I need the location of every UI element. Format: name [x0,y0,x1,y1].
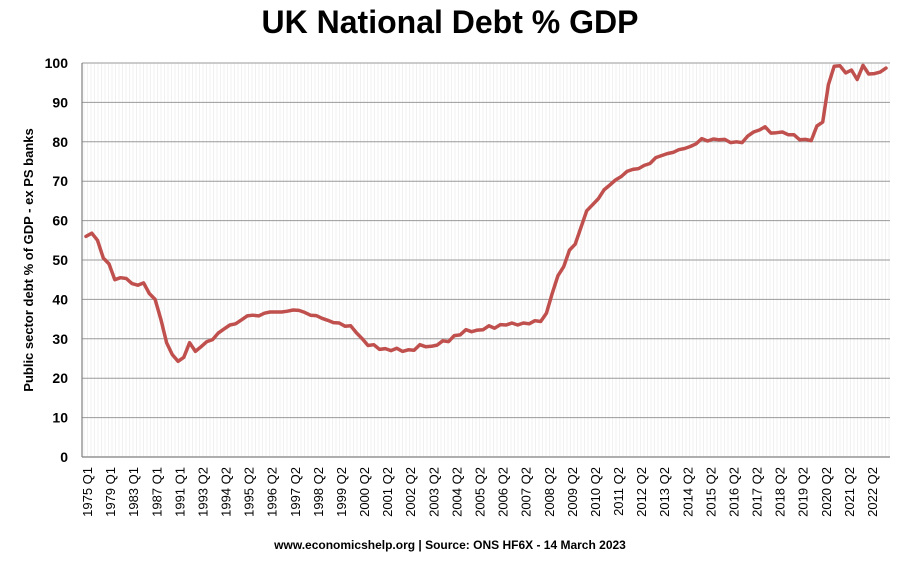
x-tick-label: 1997 Q2 [288,467,303,517]
y-axis-title: Public sector debt % of GDP - ex PS bank… [21,128,36,391]
x-tick-label: 1993 Q2 [195,467,210,517]
x-tick-label: 1999 Q2 [334,467,349,517]
x-tick-label: 2015 Q2 [703,467,718,517]
x-tick-label: 2010 Q2 [588,467,603,517]
x-tick-label: 2012 Q2 [634,467,649,517]
x-tick-label: 1996 Q2 [265,467,280,517]
chart-title: UK National Debt % GDP [261,4,639,40]
x-tick-label: 1995 Q2 [242,467,257,517]
y-tick-label-20: 20 [52,370,68,386]
x-tick-label: 2009 Q2 [565,467,580,517]
x-tick-label: 2021 Q2 [842,467,857,517]
x-tick-label: 1983 Q1 [126,467,141,517]
x-tick-label: 2004 Q2 [449,467,464,517]
x-tick-label: 2002 Q2 [403,467,418,517]
x-tick-label: 2006 Q2 [496,467,511,517]
x-tick-label: 2011 Q2 [611,467,626,516]
x-tick-label: 1979 Q1 [103,467,118,517]
y-tick-label-60: 60 [52,213,68,229]
x-tick-label: 2022 Q2 [865,467,880,517]
x-tick-label: 2003 Q2 [426,467,441,517]
x-tick-label: 2013 Q2 [657,467,672,517]
debt-series-line [84,63,888,364]
x-tick-label: 1998 Q2 [311,467,326,517]
y-tick-label-90: 90 [52,94,68,110]
source-note: www.economicshelp.org | Source: ONS HF6X… [274,538,626,552]
x-tick-labels: 1975 Q1 1979 Q1 1983 Q1 1987 Q1 1991 Q1 1993 … [80,467,880,517]
x-tick-label: 2016 Q2 [726,467,741,517]
y-tick-label-10: 10 [52,410,68,426]
x-tick-label: 2008 Q2 [542,467,557,517]
y-tick-labels: 0 10 20 30 40 50 60 70 80 90 100 [45,55,69,465]
y-tick-label-40: 40 [52,291,68,307]
x-tick-label: 2000 Q2 [357,467,372,517]
x-tick-label: 2017 Q2 [750,467,765,517]
y-tick-label-80: 80 [52,134,68,150]
x-tick-label: 1994 Q2 [219,467,234,517]
x-tick-label: 2001 Q2 [380,467,395,517]
series-layer [84,63,888,364]
y-tick-label-30: 30 [52,331,68,347]
x-tick-label: 1991 Q1 [172,467,187,517]
axis-layer [81,63,890,458]
x-tick-label: 2020 Q2 [819,467,834,517]
y-tick-label-100: 100 [45,55,69,71]
x-tick-label: 2005 Q2 [473,467,488,517]
y-tick-label-0: 0 [60,449,68,465]
y-tick-label-50: 50 [52,252,68,268]
y-tick-label-70: 70 [52,173,68,189]
x-tick-label: 1975 Q1 [80,467,95,517]
x-tick-label: 2007 Q2 [519,467,534,517]
x-tick-label: 2019 Q2 [796,467,811,517]
x-tick-label: 2018 Q2 [773,467,788,517]
x-tick-label: 2014 Q2 [680,467,695,517]
grid-layer [82,62,890,458]
x-tick-label: 1987 Q1 [149,467,164,517]
